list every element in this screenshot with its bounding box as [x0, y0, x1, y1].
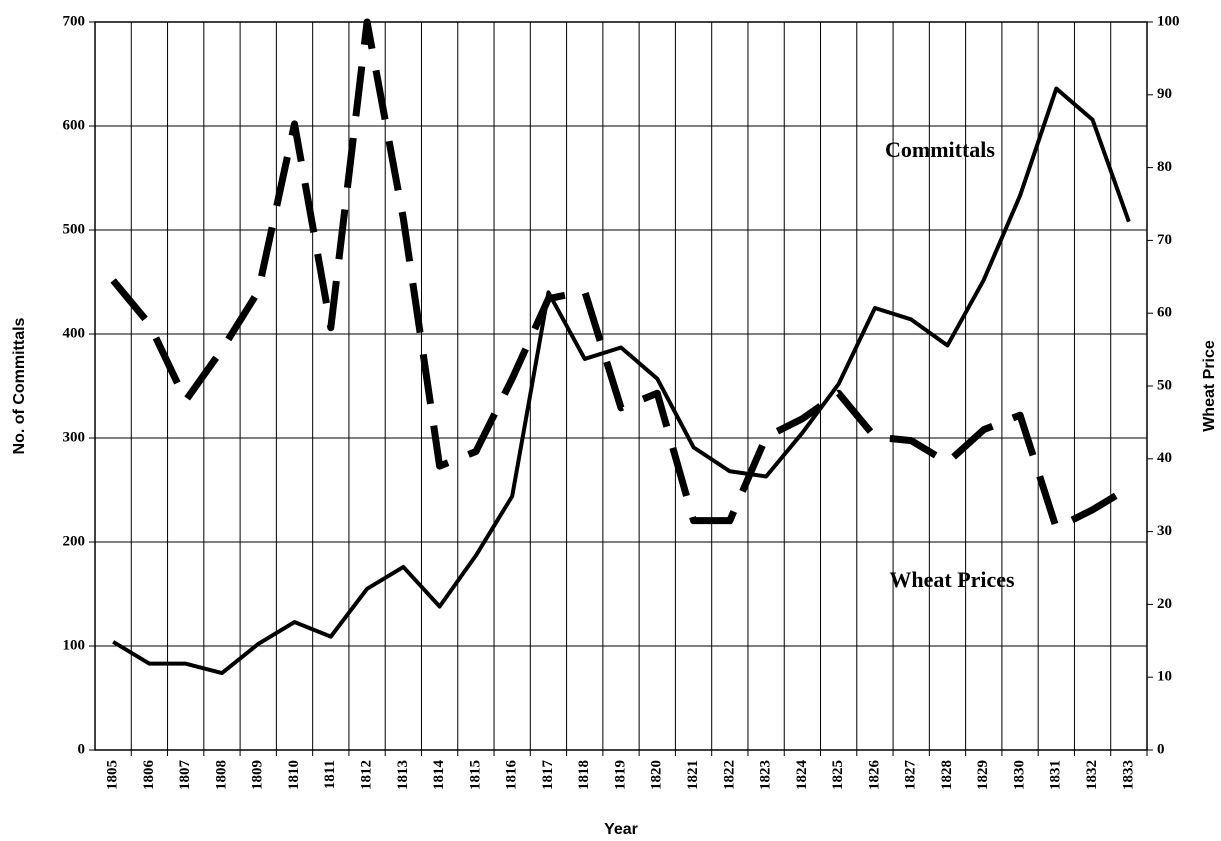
x-tick-label: 1813: [395, 760, 411, 790]
x-tick-label: 1810: [286, 760, 302, 790]
x-tick-label: 1807: [177, 760, 193, 791]
x-tick-label: 1814: [431, 760, 447, 791]
y2-tick-label: 70: [1157, 232, 1172, 248]
x-tick-label: 1821: [685, 760, 701, 790]
x-tick-label: 1830: [1011, 760, 1027, 790]
x-tick-label: 1829: [975, 760, 991, 790]
plot-frame: [94, 21, 1148, 751]
y2-tick-label: 80: [1157, 159, 1172, 175]
y2-tick-label: 40: [1157, 450, 1172, 466]
y2-tick-label: 10: [1157, 669, 1172, 685]
x-axis-title: Year: [604, 821, 638, 838]
x-tick-label: 1826: [866, 760, 882, 791]
x-tick-label: 1815: [467, 760, 483, 790]
y-tick-label: 500: [63, 221, 86, 237]
x-tick-label: 1831: [1048, 760, 1064, 790]
y-axis-title: No. of Committals: [11, 317, 28, 454]
y2-axis-title: Wheat Price: [1201, 340, 1218, 432]
x-tick-label: 1809: [250, 760, 266, 790]
x-tick-label: 1825: [830, 760, 846, 790]
y2-tick-label: 60: [1157, 305, 1172, 321]
y2-tick-label: 20: [1157, 596, 1172, 612]
y-tick-label: 0: [78, 741, 86, 757]
x-tick-label: 1805: [105, 760, 121, 790]
y-tick-label: 100: [63, 637, 86, 653]
x-tick-label: 1812: [359, 760, 375, 790]
y2-tick-label: 30: [1157, 523, 1172, 539]
y-tick-label: 400: [63, 325, 86, 341]
x-tick-label: 1833: [1120, 760, 1136, 790]
y-tick-label: 300: [63, 429, 86, 445]
x-tick-label: 1816: [504, 760, 520, 791]
y2-tick-label: 90: [1157, 86, 1172, 102]
x-tick-label: 1823: [758, 760, 774, 790]
x-tick-label: 1827: [903, 760, 919, 791]
x-tick-label: 1808: [213, 760, 229, 790]
x-tick-label: 1828: [939, 760, 955, 790]
x-tick-label: 1819: [612, 760, 628, 790]
x-tick-label: 1822: [721, 760, 737, 790]
x-tick-label: 1811: [322, 760, 338, 789]
annotation: Wheat Prices: [889, 567, 1015, 592]
x-tick-label: 1832: [1084, 760, 1100, 790]
annotation: Committals: [885, 137, 995, 162]
series-line: [112, 86, 1131, 676]
y-tick-label: 600: [63, 117, 86, 133]
series-line: [110, 18, 1131, 532]
y-tick-label: 700: [63, 13, 86, 29]
x-tick-label: 1806: [141, 760, 157, 791]
x-tick-label: 1820: [649, 760, 665, 790]
y2-tick-label: 0: [1157, 741, 1165, 757]
y-tick-label: 200: [63, 533, 86, 549]
y2-tick-label: 50: [1157, 377, 1172, 393]
x-tick-label: 1817: [540, 760, 556, 791]
x-tick-label: 1824: [794, 760, 810, 791]
x-tick-label: 1818: [576, 760, 592, 790]
y2-tick-label: 100: [1157, 13, 1180, 29]
